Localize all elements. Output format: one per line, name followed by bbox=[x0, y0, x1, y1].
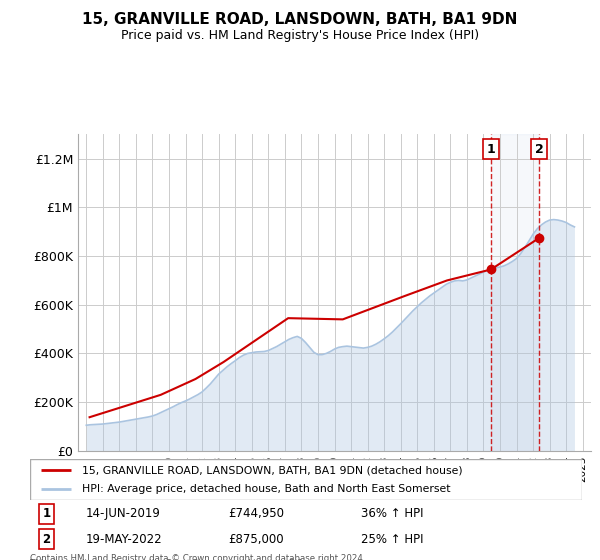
Text: HPI: Average price, detached house, Bath and North East Somerset: HPI: Average price, detached house, Bath… bbox=[82, 484, 451, 494]
Text: 1: 1 bbox=[43, 507, 50, 520]
FancyBboxPatch shape bbox=[30, 459, 582, 500]
Text: 1: 1 bbox=[487, 142, 495, 156]
Text: 36% ↑ HPI: 36% ↑ HPI bbox=[361, 507, 424, 520]
Text: 15, GRANVILLE ROAD, LANSDOWN, BATH, BA1 9DN (detached house): 15, GRANVILLE ROAD, LANSDOWN, BATH, BA1 … bbox=[82, 465, 463, 475]
Text: 2: 2 bbox=[535, 142, 544, 156]
Text: 2: 2 bbox=[43, 533, 50, 545]
Bar bbox=[491, 134, 539, 451]
Text: Price paid vs. HM Land Registry's House Price Index (HPI): Price paid vs. HM Land Registry's House … bbox=[121, 29, 479, 42]
Text: £744,950: £744,950 bbox=[229, 507, 285, 520]
Text: 19-MAY-2022: 19-MAY-2022 bbox=[85, 533, 162, 545]
Text: Contains HM Land Registry data © Crown copyright and database right 2024.: Contains HM Land Registry data © Crown c… bbox=[30, 554, 365, 560]
Text: 15, GRANVILLE ROAD, LANSDOWN, BATH, BA1 9DN: 15, GRANVILLE ROAD, LANSDOWN, BATH, BA1 … bbox=[82, 12, 518, 27]
Text: £875,000: £875,000 bbox=[229, 533, 284, 545]
Text: This data is licensed under the Open Government Licence v3.0.: This data is licensed under the Open Gov… bbox=[30, 559, 305, 560]
Text: 14-JUN-2019: 14-JUN-2019 bbox=[85, 507, 160, 520]
Text: 25% ↑ HPI: 25% ↑ HPI bbox=[361, 533, 424, 545]
